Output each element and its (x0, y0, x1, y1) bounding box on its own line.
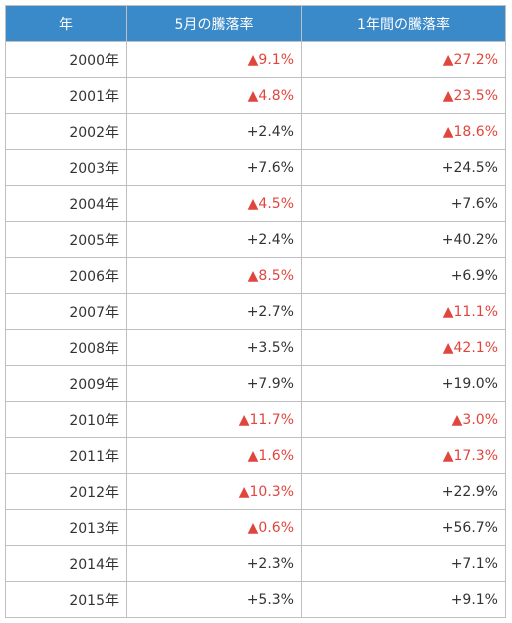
may-return-cell: ▲4.8% (126, 77, 302, 114)
table-row: 2001年 ▲4.8% ▲23.5% (5, 77, 506, 114)
may-return-cell: +5.3% (126, 581, 302, 618)
annual-return-cell: ▲18.6% (301, 113, 506, 150)
table-row: 2004年 ▲4.5% +7.6% (5, 185, 506, 222)
year-cell: 2010年 (5, 401, 127, 438)
year-cell: 2002年 (5, 113, 127, 150)
annual-return-cell: ▲27.2% (301, 41, 506, 78)
table-row: 2010年 ▲11.7% ▲3.0% (5, 401, 506, 438)
returns-table: 年 5月の騰落率 1年間の騰落率 2000年 ▲9.1% ▲27.2% 2001年 ▲4… (5, 5, 506, 618)
table-row: 2012年 ▲10.3% +22.9% (5, 473, 506, 510)
may-return-cell: ▲1.6% (126, 437, 302, 474)
year-cell: 2004年 (5, 185, 127, 222)
table-header-row: 年 5月の騰落率 1年間の騰落率 (5, 5, 506, 42)
table-row: 2005年 +2.4% +40.2% (5, 221, 506, 258)
may-return-cell: +7.9% (126, 365, 302, 402)
header-annual-return: 1年間の騰落率 (301, 5, 506, 42)
may-return-cell: +2.4% (126, 221, 302, 258)
may-return-cell: ▲4.5% (126, 185, 302, 222)
annual-return-cell: +7.6% (301, 185, 506, 222)
may-return-cell: +3.5% (126, 329, 302, 366)
annual-return-cell: +24.5% (301, 149, 506, 186)
year-cell: 2012年 (5, 473, 127, 510)
may-return-cell: ▲9.1% (126, 41, 302, 78)
annual-return-cell: ▲11.1% (301, 293, 506, 330)
annual-return-cell: +19.0% (301, 365, 506, 402)
may-return-cell: ▲11.7% (126, 401, 302, 438)
table-row: 2013年 ▲0.6% +56.7% (5, 509, 506, 546)
may-return-cell: ▲0.6% (126, 509, 302, 546)
table-row: 2009年 +7.9% +19.0% (5, 365, 506, 402)
table-row: 2015年 +5.3% +9.1% (5, 581, 506, 618)
year-cell: 2001年 (5, 77, 127, 114)
table-row: 2008年 +3.5% ▲42.1% (5, 329, 506, 366)
annual-return-cell: ▲42.1% (301, 329, 506, 366)
table-row: 2003年 +7.6% +24.5% (5, 149, 506, 186)
table-row: 2011年 ▲1.6% ▲17.3% (5, 437, 506, 474)
annual-return-cell: ▲3.0% (301, 401, 506, 438)
may-return-cell: +7.6% (126, 149, 302, 186)
may-return-cell: +2.7% (126, 293, 302, 330)
annual-return-cell: ▲17.3% (301, 437, 506, 474)
table-row: 2014年 +2.3% +7.1% (5, 545, 506, 582)
year-cell: 2011年 (5, 437, 127, 474)
year-cell: 2006年 (5, 257, 127, 294)
annual-return-cell: ▲23.5% (301, 77, 506, 114)
may-return-cell: ▲8.5% (126, 257, 302, 294)
annual-return-cell: +6.9% (301, 257, 506, 294)
year-cell: 2008年 (5, 329, 127, 366)
annual-return-cell: +56.7% (301, 509, 506, 546)
table-row: 2006年 ▲8.5% +6.9% (5, 257, 506, 294)
annual-return-cell: +40.2% (301, 221, 506, 258)
year-cell: 2005年 (5, 221, 127, 258)
table-row: 2000年 ▲9.1% ▲27.2% (5, 41, 506, 78)
header-year: 年 (5, 5, 127, 42)
may-return-cell: +2.3% (126, 545, 302, 582)
year-cell: 2009年 (5, 365, 127, 402)
annual-return-cell: +9.1% (301, 581, 506, 618)
year-cell: 2015年 (5, 581, 127, 618)
year-cell: 2014年 (5, 545, 127, 582)
year-cell: 2003年 (5, 149, 127, 186)
may-return-cell: +2.4% (126, 113, 302, 150)
year-cell: 2000年 (5, 41, 127, 78)
table-row: 2002年 +2.4% ▲18.6% (5, 113, 506, 150)
year-cell: 2007年 (5, 293, 127, 330)
annual-return-cell: +7.1% (301, 545, 506, 582)
table-body: 2000年 ▲9.1% ▲27.2% 2001年 ▲4.8% ▲23.5% 2002年 +2.… (5, 41, 506, 618)
table-row: 2007年 +2.7% ▲11.1% (5, 293, 506, 330)
year-cell: 2013年 (5, 509, 127, 546)
may-return-cell: ▲10.3% (126, 473, 302, 510)
annual-return-cell: +22.9% (301, 473, 506, 510)
header-may-return: 5月の騰落率 (126, 5, 302, 42)
